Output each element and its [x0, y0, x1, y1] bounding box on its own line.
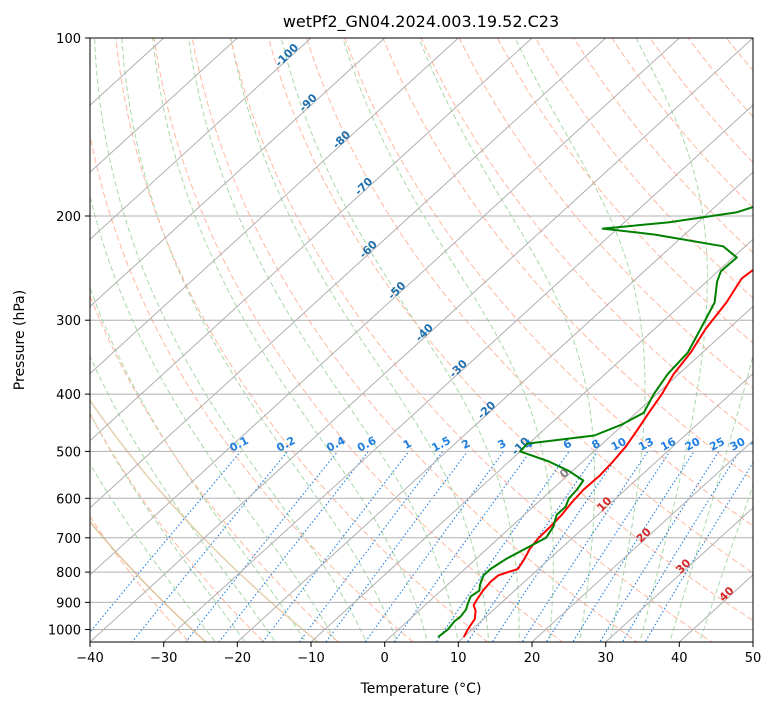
- mixing-ratio-line: [393, 451, 531, 642]
- isotherm-line: [90, 38, 680, 576]
- isotherm-line: [384, 305, 753, 642]
- dry-adiabat-line: [458, 38, 753, 389]
- dry-adiabat-line: [153, 38, 564, 642]
- mixing-ratio-line: [572, 451, 695, 642]
- lcl-curve: [90, 398, 320, 642]
- y-tick-label: 700: [56, 532, 81, 547]
- mixing-ratio-line: [545, 451, 671, 642]
- y-tick-label: 800: [56, 566, 81, 581]
- x-tick-label: −30: [150, 651, 177, 666]
- dry-adiabat-line: [90, 412, 265, 642]
- mixing-ratio-line: [262, 451, 410, 642]
- mixing-ratio-line: [466, 451, 599, 642]
- mixing-ratio-label: 16: [658, 435, 678, 454]
- y-axis-label: Pressure (hPa): [12, 290, 28, 390]
- x-tick-label: −20: [224, 651, 251, 666]
- mixing-ratio-line: [621, 451, 740, 642]
- y-axis-ticks: 100 200 300 400 500 600 700 800 900 1000: [48, 32, 90, 639]
- dry-adiabat-line: [191, 38, 638, 642]
- dry-adiabats: [90, 38, 753, 642]
- isotherm-line: [457, 372, 753, 642]
- dry-adiabat-line: [496, 38, 753, 344]
- dry-adiabat-line: [115, 38, 489, 642]
- isotherm-line: [310, 238, 753, 642]
- y-tick-label: 200: [56, 210, 81, 225]
- mixing-ratio-line: [90, 451, 242, 633]
- mixing-ratio-line: [364, 451, 505, 642]
- x-tick-label: 50: [745, 651, 762, 666]
- moist-adiabat-line: [188, 38, 459, 642]
- lcl-curve: [90, 520, 208, 642]
- x-axis-label: Temperature (°C): [360, 681, 482, 697]
- mixing-ratio-label: 30: [728, 435, 748, 454]
- mixing-ratio-line: [131, 451, 289, 642]
- chart-title: wetPf2_GN04.2024.003.19.52.C23: [283, 12, 559, 32]
- lcl-curves: [90, 398, 320, 642]
- isotherm-line: [605, 507, 753, 642]
- dry-adiabat-line: [229, 38, 713, 642]
- mixing-ratio-label: 13: [636, 435, 656, 454]
- y-tick-label: 900: [56, 596, 81, 611]
- x-axis-ticks: −40 −30 −20 −10 0 10 20 30 40 50: [76, 642, 761, 666]
- x-tick-label: 20: [524, 651, 541, 666]
- isotherm-line: [90, 38, 607, 509]
- y-tick-label: 100: [56, 32, 81, 47]
- isotherm-line: [90, 38, 312, 241]
- temperature-line: [462, 268, 753, 638]
- mixing-ratio-line: [599, 451, 720, 642]
- isotherm-line: [236, 171, 753, 642]
- mixing-ratio-lines: [90, 451, 753, 642]
- mixing-ratio-line: [435, 451, 570, 642]
- dry-adiabat-line: [420, 38, 753, 435]
- x-tick-label: −10: [297, 651, 324, 666]
- mixing-ratio-label: 36: [749, 435, 769, 454]
- mixing-ratio-line: [185, 451, 339, 642]
- y-tick-label: 500: [56, 445, 81, 460]
- dry-adiabat-line: [382, 38, 753, 481]
- mixing-ratio-line: [298, 451, 444, 642]
- moist-adiabat-line: [94, 38, 367, 642]
- y-tick-label: 1000: [48, 624, 81, 639]
- dry-adiabat-line: [90, 132, 414, 642]
- isotherm-line: [531, 439, 753, 642]
- moist-adiabat-line: [514, 38, 646, 642]
- plot-area: -100-90-80-70-60-50-40-30-20-10010203040…: [90, 38, 769, 642]
- mixing-ratio-line: [325, 451, 468, 642]
- dry-adiabat-line: [611, 38, 753, 209]
- isotherm-line: [90, 38, 386, 308]
- x-tick-label: −40: [76, 651, 103, 666]
- isotherm-line: [163, 104, 753, 642]
- moist-adiabat-line: [90, 354, 276, 642]
- mixing-ratio-line: [644, 461, 753, 642]
- dewpoint-line: [437, 205, 753, 638]
- x-tick-label: 0: [381, 651, 389, 666]
- isotherm-line: [90, 38, 238, 173]
- mixing-ratio-label: 25: [707, 435, 727, 454]
- x-tick-label: 40: [671, 651, 688, 666]
- y-tick-label: 300: [56, 314, 81, 329]
- y-tick-label: 600: [56, 492, 81, 507]
- plot-frame: [89, 37, 754, 643]
- sounding-series: [437, 205, 753, 638]
- isotherm-line: [90, 38, 459, 375]
- x-tick-label: 10: [450, 651, 467, 666]
- dry-adiabat-line: [267, 38, 753, 622]
- x-tick-label: 30: [597, 651, 614, 666]
- isobars: [90, 38, 753, 630]
- mixing-ratio-label: 20: [683, 435, 703, 454]
- isotherm-line: [90, 38, 753, 642]
- dry-adiabat-line: [90, 294, 340, 642]
- dry-adiabat-line: [649, 38, 753, 164]
- dry-adiabat-line: [306, 38, 753, 574]
- dry-adiabat-line: [535, 38, 753, 299]
- y-tick-label: 400: [56, 388, 81, 403]
- dry-adiabat-line: [573, 38, 753, 254]
- isotherms: [90, 38, 753, 642]
- isotherm-line: [90, 38, 533, 442]
